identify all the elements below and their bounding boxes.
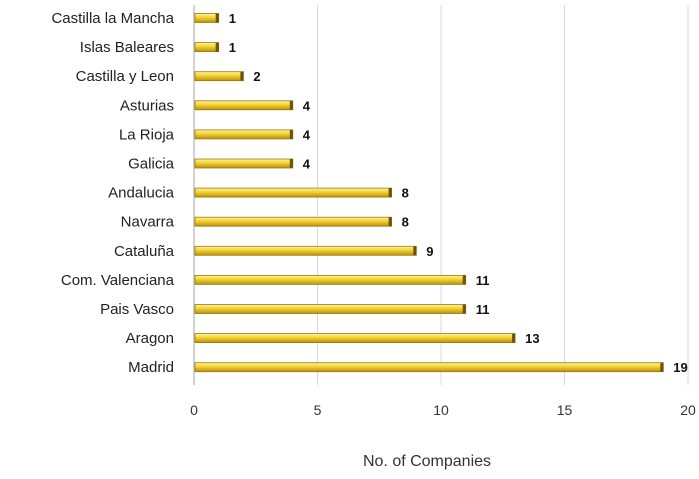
category-label: La Rioja bbox=[119, 126, 175, 143]
bar bbox=[194, 100, 294, 111]
data-label: 11 bbox=[476, 273, 490, 288]
data-label: 4 bbox=[303, 127, 311, 142]
x-axis-title: No. of Companies bbox=[363, 453, 491, 470]
data-label: 4 bbox=[303, 98, 311, 113]
x-tick-label: 20 bbox=[680, 402, 696, 418]
bar-end-cap bbox=[660, 362, 664, 372]
data-label: 8 bbox=[402, 215, 409, 230]
bar bbox=[194, 187, 393, 198]
category-label: Asturias bbox=[120, 97, 174, 114]
bar bbox=[194, 274, 467, 285]
bar bbox=[194, 245, 417, 256]
data-label: 19 bbox=[673, 360, 687, 375]
category-label: Andalucia bbox=[108, 185, 175, 202]
bar-end-cap bbox=[215, 42, 219, 52]
bar bbox=[194, 304, 467, 314]
category-label: Madrid bbox=[128, 359, 174, 376]
x-tick-label: 15 bbox=[557, 402, 573, 418]
data-label: 8 bbox=[402, 186, 409, 201]
data-label: 4 bbox=[303, 157, 311, 172]
category-label: Cataluña bbox=[114, 243, 175, 260]
x-tick-label: 5 bbox=[314, 402, 322, 418]
labels: 0 5 10 15 20 Castilla la Mancha 1 Islas Baleare… bbox=[51, 10, 696, 418]
category-label: Galicia bbox=[128, 156, 175, 173]
bar bbox=[194, 13, 220, 23]
category-label: Castilla la Mancha bbox=[51, 10, 174, 27]
bar bbox=[194, 362, 664, 373]
bar-end-cap bbox=[413, 246, 417, 256]
category-label: Com. Valenciana bbox=[61, 272, 175, 289]
bar-end-cap bbox=[512, 333, 516, 343]
bar-end-cap bbox=[388, 188, 392, 198]
data-label: 2 bbox=[253, 69, 260, 84]
data-label: 11 bbox=[476, 302, 490, 317]
bar-end-cap bbox=[388, 217, 392, 227]
bar bbox=[194, 216, 393, 227]
bar-end-cap bbox=[289, 129, 293, 139]
bar bbox=[194, 333, 516, 344]
category-label: Aragon bbox=[126, 330, 174, 347]
category-label: Islas Baleares bbox=[80, 39, 174, 56]
x-tick-label: 10 bbox=[433, 402, 449, 418]
bar-end-cap bbox=[462, 275, 466, 285]
bar-end-cap bbox=[240, 71, 244, 81]
data-label: 1 bbox=[229, 40, 236, 55]
bar bbox=[194, 71, 244, 82]
bar bbox=[194, 42, 220, 52]
category-label: Castilla y Leon bbox=[76, 68, 174, 85]
category-label: Pais Vasco bbox=[100, 301, 174, 318]
x-tick-label: 0 bbox=[190, 402, 198, 418]
category-label: Navarra bbox=[121, 214, 175, 231]
bar-end-cap bbox=[215, 13, 219, 23]
bars bbox=[194, 13, 664, 373]
data-label: 1 bbox=[229, 11, 236, 26]
bar-end-cap bbox=[289, 100, 293, 110]
data-label: 9 bbox=[426, 244, 433, 259]
bar-end-cap bbox=[462, 304, 466, 314]
bar-end-cap bbox=[289, 159, 293, 168]
data-label: 13 bbox=[525, 331, 539, 346]
bar bbox=[194, 158, 294, 169]
bar bbox=[194, 129, 294, 140]
